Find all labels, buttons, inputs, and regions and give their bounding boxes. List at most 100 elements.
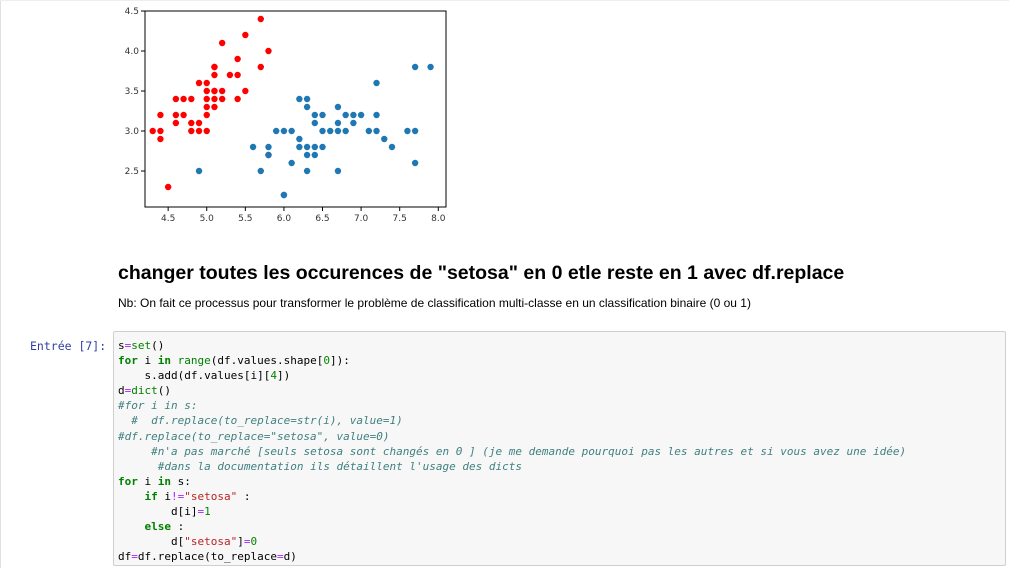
scatter-point — [172, 111, 180, 119]
code-line[interactable]: #df.replace(to_replace="setosa", value=0… — [118, 429, 390, 443]
scatter-point — [311, 143, 318, 151]
scatter-point — [388, 143, 396, 151]
markdown-note: Nb: On fait ce processus pour transforme… — [118, 296, 751, 310]
scatter-point — [373, 79, 380, 87]
scatter-point — [172, 119, 180, 127]
scatter-point — [273, 127, 280, 135]
scatter-point — [257, 15, 264, 23]
scatter-point — [211, 103, 218, 111]
scatter-point — [195, 119, 203, 127]
scatter-point — [311, 151, 318, 159]
scatter-point — [303, 143, 311, 151]
code-line[interactable]: for i in range(df.values.shape[0]): — [118, 354, 350, 368]
scatter-point — [373, 127, 380, 135]
scatter-point — [280, 127, 288, 135]
y-tick-label: 3.5 — [125, 87, 139, 97]
scatter-point — [149, 127, 156, 135]
scatter-point — [257, 63, 264, 71]
scatter-point — [265, 143, 272, 151]
scatter-point — [218, 95, 226, 103]
code-line[interactable]: if i!="setosa" : — [144, 489, 251, 503]
scatter-point — [164, 183, 172, 191]
scatter-point — [381, 135, 388, 143]
code-line[interactable]: df=df.replace(to_replace=d) — [118, 550, 297, 564]
scatter-point — [257, 167, 264, 175]
scatter-point — [411, 159, 419, 167]
scatter-point — [342, 111, 349, 119]
notebook-left-border — [0, 0, 1, 568]
scatter-point — [296, 95, 303, 103]
code-line[interactable]: #dans la documentation ils détaillent l'… — [157, 459, 522, 473]
scatter-point — [303, 95, 311, 103]
code-line[interactable]: #n'a pas marché [seuls setosa sont chang… — [151, 444, 907, 458]
scatter-point — [303, 103, 311, 111]
scatter-point — [157, 111, 164, 119]
x-tick-label: 7.0 — [354, 214, 369, 224]
scatter-point — [157, 135, 164, 143]
scatter-point — [303, 151, 311, 159]
code-line[interactable]: s=set() — [118, 339, 165, 352]
scatter-point — [218, 87, 226, 95]
scatter-point — [334, 127, 342, 135]
scatter-point — [203, 87, 210, 95]
scatter-point — [319, 127, 326, 135]
code-cell-editor[interactable]: s=set() for i in range(df.values.shape[0]… — [113, 331, 1006, 566]
scatter-point — [303, 167, 311, 175]
scatter-point — [311, 111, 318, 119]
scatter-point — [342, 127, 349, 135]
scatter-point — [350, 119, 357, 127]
code-line[interactable]: d["setosa"]=0 — [118, 535, 258, 549]
scatter-point — [280, 191, 288, 199]
code-line[interactable]: d[i]=1 — [118, 505, 211, 519]
scatter-point — [296, 135, 303, 143]
code-text[interactable]: s=set() for i in range(df.values.shape[0]… — [118, 338, 906, 564]
code-line[interactable]: d=dict() — [118, 384, 171, 398]
code-line[interactable]: # df.replace(to_replace=str(i), value=1) — [131, 414, 403, 428]
scatter-point — [188, 127, 195, 135]
x-tick-label: 8.0 — [431, 214, 446, 224]
scatter-point — [357, 111, 365, 119]
scatter-point — [211, 71, 218, 79]
y-tick-label: 3.0 — [125, 127, 140, 137]
scatter-point — [203, 95, 210, 103]
x-tick-label: 6.0 — [277, 214, 292, 224]
scatter-point — [211, 87, 218, 95]
scatter-point — [234, 95, 241, 103]
code-line[interactable]: #for i in s: — [118, 399, 198, 413]
scatter-point — [265, 151, 272, 159]
scatter-point — [203, 111, 210, 119]
code-line[interactable]: else : — [144, 520, 185, 534]
output-top-border — [0, 0, 1009, 1]
scatter-point — [226, 71, 234, 79]
scatter-point — [180, 95, 187, 103]
scatter-point — [195, 127, 203, 135]
scatter-point — [203, 103, 210, 111]
scatter-point — [249, 143, 257, 151]
x-tick-label: 5.0 — [200, 214, 215, 224]
scatter-point — [427, 63, 434, 71]
scatter-point — [365, 127, 373, 135]
scatter-point — [234, 55, 241, 63]
scatter-plot: 4.5 5.0 5.5 6.0 6.5 7.0 7.5 8.0 2.5 3.0 3.5 4.0 4.5 — [125, 7, 447, 224]
scatter-point — [242, 31, 249, 39]
x-tick-label: 7.5 — [393, 214, 407, 224]
scatter-point — [288, 127, 295, 135]
scatter-point — [195, 79, 203, 87]
scatter-point — [319, 143, 326, 151]
scatter-point — [211, 63, 218, 71]
scatter-point — [411, 127, 419, 135]
scatter-point — [188, 95, 195, 103]
scatter-point — [288, 159, 295, 167]
code-line[interactable]: for i in s: — [118, 474, 191, 488]
scatter-point — [319, 111, 326, 119]
scatter-point — [218, 39, 226, 47]
scatter-point — [334, 103, 342, 111]
code-line[interactable]: s.add(df.values[i][4]) — [118, 369, 291, 383]
scatter-point — [411, 63, 419, 71]
scatter-point — [265, 47, 272, 55]
scatter-point — [180, 111, 187, 119]
scatter-point — [334, 119, 342, 127]
scatter-point — [373, 111, 380, 119]
y-tick-label: 4.0 — [125, 47, 140, 57]
x-tick-label: 4.5 — [161, 214, 175, 224]
